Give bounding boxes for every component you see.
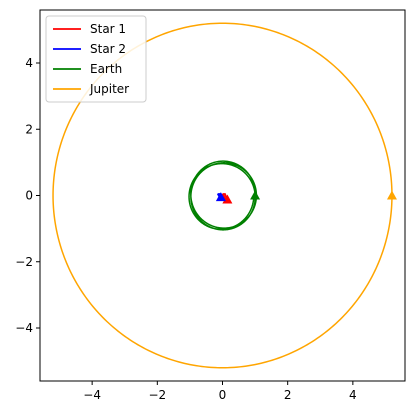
legend: Star 1 Star 2 Earth Jupiter (45, 15, 147, 103)
series-star-1 (221, 193, 233, 204)
series-star-2 (215, 192, 226, 202)
legend-label-earth: Earth (90, 62, 122, 76)
y-tick-label: 2 (25, 122, 33, 136)
legend-label-jupiter: Jupiter (89, 82, 129, 96)
series-line-jupiter (52, 22, 393, 369)
y-tick-label: −2 (15, 255, 33, 269)
series-line-earth (188, 160, 258, 231)
legend-label-star-1: Star 1 (90, 22, 126, 36)
end-marker-jupiter (386, 190, 397, 200)
end-marker-earth (250, 190, 261, 200)
series-jupiter (52, 22, 397, 369)
x-tick-label: −4 (83, 388, 101, 402)
y-tick-label: 0 (25, 189, 33, 203)
axis-ticks: −4 −2 0 2 4 −4 −2 0 2 4 (15, 56, 356, 402)
x-tick-label: 2 (284, 388, 292, 402)
legend-label-star-2: Star 2 (90, 42, 126, 56)
legend-box (45, 15, 147, 103)
x-tick-label: 0 (219, 388, 227, 402)
end-marker-star-1 (222, 194, 233, 204)
x-tick-label: −2 (148, 388, 166, 402)
y-tick-label: −4 (15, 321, 33, 335)
end-marker-star-2 (215, 192, 226, 202)
plot-area (52, 22, 397, 369)
x-tick-label: 4 (349, 388, 357, 402)
y-tick-label: 4 (25, 56, 33, 70)
series-earth (188, 160, 261, 231)
